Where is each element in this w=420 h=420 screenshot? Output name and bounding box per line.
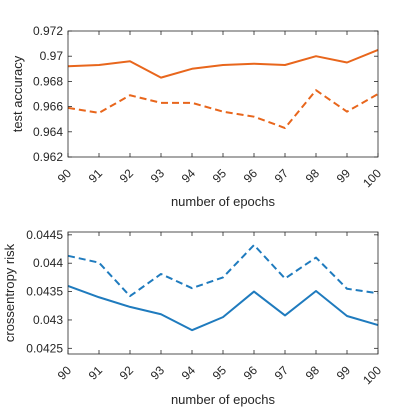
accuracy-x-tick-label: 90 [55, 166, 75, 186]
crossentropy-y-axis-label: crossentropy risk [2, 243, 17, 342]
accuracy-x-tick-label: 92 [117, 166, 137, 186]
accuracy-series-dashed [67, 89, 379, 130]
crossentropy-y-tick-label: 0.0445 [26, 228, 63, 242]
accuracy-y-tick-label: 0.972 [33, 24, 63, 38]
accuracy-x-tick-label: 99 [334, 166, 354, 186]
accuracy-y-tick-label: 0.968 [33, 74, 63, 88]
crossentropy-x-tick-label: 97 [272, 363, 292, 383]
crossentropy-x-tick-label: 93 [148, 363, 168, 383]
crossentropy-y-tick-label: 0.044 [33, 256, 63, 270]
crossentropy-y-tick-label: 0.0425 [26, 341, 63, 355]
accuracy-x-tick-label: 100 [360, 166, 384, 190]
accuracy-y-tick-label: 0.97 [40, 49, 64, 63]
accuracy-x-tick-label: 97 [272, 166, 292, 186]
crossentropy-series-solid [67, 284, 379, 332]
crossentropy-x-tick-label: 99 [334, 363, 354, 383]
crossentropy-x-tick-label: 100 [360, 363, 384, 387]
crossentropy-x-tick-label: 91 [86, 363, 106, 383]
crossentropy-panel: 90 91 92 93 94 95 96 97 98 99 100 0.0425 0.043 0.0435… [2, 228, 384, 407]
accuracy-x-tick-label: 98 [303, 166, 323, 186]
accuracy-y-tick-label: 0.966 [33, 100, 63, 114]
crossentropy-x-tick-label: 96 [241, 363, 261, 383]
crossentropy-x-tick-label: 98 [303, 363, 323, 383]
accuracy-y-tick-label: 0.964 [33, 125, 63, 139]
crossentropy-y-tick-label: 0.043 [33, 313, 63, 327]
accuracy-y-tick-label: 0.962 [33, 150, 63, 164]
crossentropy-y-tick-label: 0.0435 [26, 285, 63, 299]
crossentropy-x-tick-label: 94 [179, 363, 199, 383]
accuracy-y-axis-label: test accuracy [10, 55, 25, 132]
crossentropy-x-tick-label: 92 [117, 363, 137, 383]
crossentropy-axes-box [67, 231, 379, 355]
accuracy-axes-box [67, 30, 379, 158]
crossentropy-x-axis-label: number of epochs [171, 392, 276, 407]
crossentropy-series-dashed [67, 244, 379, 298]
accuracy-x-axis-label: number of epochs [171, 194, 276, 209]
accuracy-x-tick-label: 94 [179, 166, 199, 186]
accuracy-x-tick-label: 96 [241, 166, 261, 186]
crossentropy-x-tick-label: 90 [55, 363, 75, 383]
crossentropy-x-tick-label: 95 [210, 363, 230, 383]
accuracy-panel: 90 91 92 93 94 95 96 97 98 99 100 0.962 0.964 0.966 0.… [10, 24, 384, 209]
accuracy-x-tick-label: 95 [210, 166, 230, 186]
accuracy-series-solid [67, 48, 379, 79]
accuracy-x-tick-label: 91 [86, 166, 106, 186]
accuracy-x-tick-label: 93 [148, 166, 168, 186]
